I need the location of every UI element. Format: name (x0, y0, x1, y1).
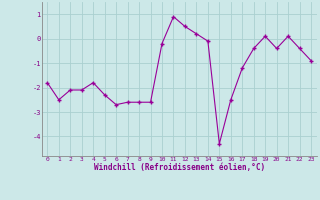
X-axis label: Windchill (Refroidissement éolien,°C): Windchill (Refroidissement éolien,°C) (94, 163, 265, 172)
